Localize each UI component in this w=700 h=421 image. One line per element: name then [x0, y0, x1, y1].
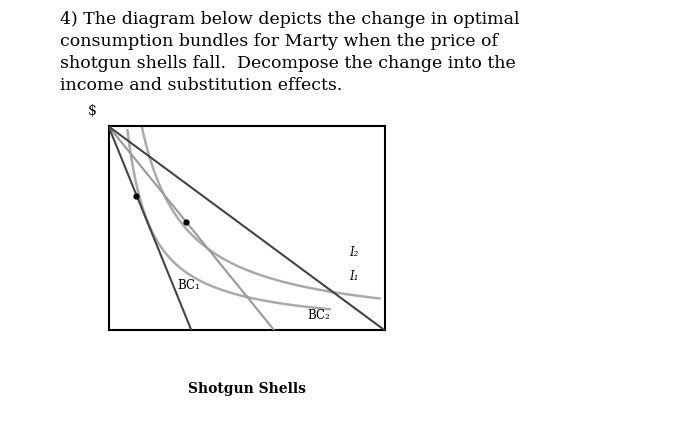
Text: I₁: I₁ [349, 270, 358, 283]
Text: BC₂: BC₂ [307, 309, 330, 322]
Text: Shotgun Shells: Shotgun Shells [188, 382, 306, 396]
Text: 4) The diagram below depicts the change in optimal
consumption bundles for Marty: 4) The diagram below depicts the change … [60, 11, 519, 94]
Text: $: $ [88, 104, 97, 118]
Text: I₂: I₂ [349, 246, 358, 259]
Text: BC₁: BC₁ [178, 279, 200, 292]
